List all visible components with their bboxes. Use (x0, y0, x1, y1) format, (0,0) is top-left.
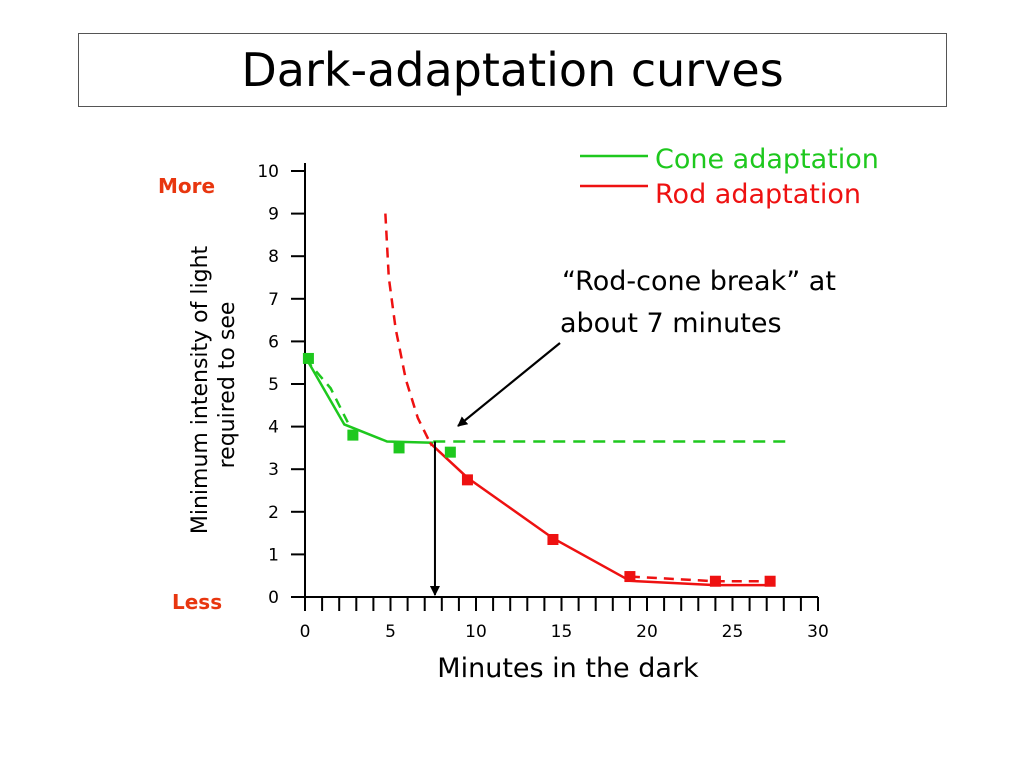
annotation-line1: “Rod-cone break” at (562, 266, 836, 297)
x-tick-label: 15 (551, 622, 573, 642)
slide-title: Dark-adaptation curves (241, 43, 784, 97)
y-axis-label-line2: required to see (215, 302, 240, 469)
x-tick-label: 10 (465, 622, 487, 642)
cone-dashed-descent (304, 357, 349, 423)
y-tick-label: 3 (268, 460, 279, 480)
annotation-arrow (457, 342, 561, 427)
y-tick-label: 9 (268, 205, 279, 225)
cone-data-point (393, 442, 405, 454)
axes: 0 1 2 3 4 5 6 7 8 9 10 0 5 10 15 20 25 30 (257, 162, 828, 642)
cone-data-point (444, 446, 456, 458)
annotation-line2: about 7 minutes (560, 308, 782, 339)
series-layer (302, 213, 793, 596)
y-tick-label: 4 (268, 418, 279, 438)
x-tick-label: 20 (636, 622, 658, 642)
legend-cone-label: Cone adaptation (655, 144, 879, 175)
title-box: Dark-adaptation curves (78, 33, 947, 107)
y-tick-label: 7 (268, 290, 279, 310)
rod-data-point (547, 533, 559, 545)
y-tick-label: 10 (257, 162, 279, 182)
rod-dashed-extension (384, 213, 433, 447)
y-more-label: More (158, 174, 215, 198)
x-tick-label: 0 (300, 622, 311, 642)
labels-layer: Minimum intensity of light required to s… (158, 174, 836, 684)
cone-data-point (347, 429, 359, 441)
rod-data-point (461, 474, 473, 486)
y-tick-label: 1 (268, 545, 279, 565)
x-axis-label: Minutes in the dark (437, 653, 699, 684)
y-tick-label: 0 (268, 588, 279, 608)
y-tick-label: 6 (268, 332, 279, 352)
y-tick-label: 5 (268, 375, 279, 395)
y-less-label: Less (172, 590, 222, 614)
rod-dashed-tail (629, 575, 771, 583)
rod-data-point (709, 575, 721, 587)
y-tick-label: 2 (268, 503, 279, 523)
x-tick-label: 25 (722, 622, 744, 642)
x-tick-label: 5 (385, 622, 396, 642)
y-tick-label: 8 (268, 247, 279, 267)
rod-data-point (624, 571, 636, 583)
rod-data-point (764, 575, 776, 587)
cone-data-point (302, 352, 314, 364)
cone-curve (303, 355, 434, 445)
legend: Cone adaptation Rod adaptation (580, 144, 879, 210)
legend-rod-label: Rod adaptation (655, 179, 861, 210)
x-tick-label: 30 (807, 622, 829, 642)
rod-curve (428, 441, 771, 587)
y-axis-label-line1: Minimum intensity of light (188, 245, 213, 534)
